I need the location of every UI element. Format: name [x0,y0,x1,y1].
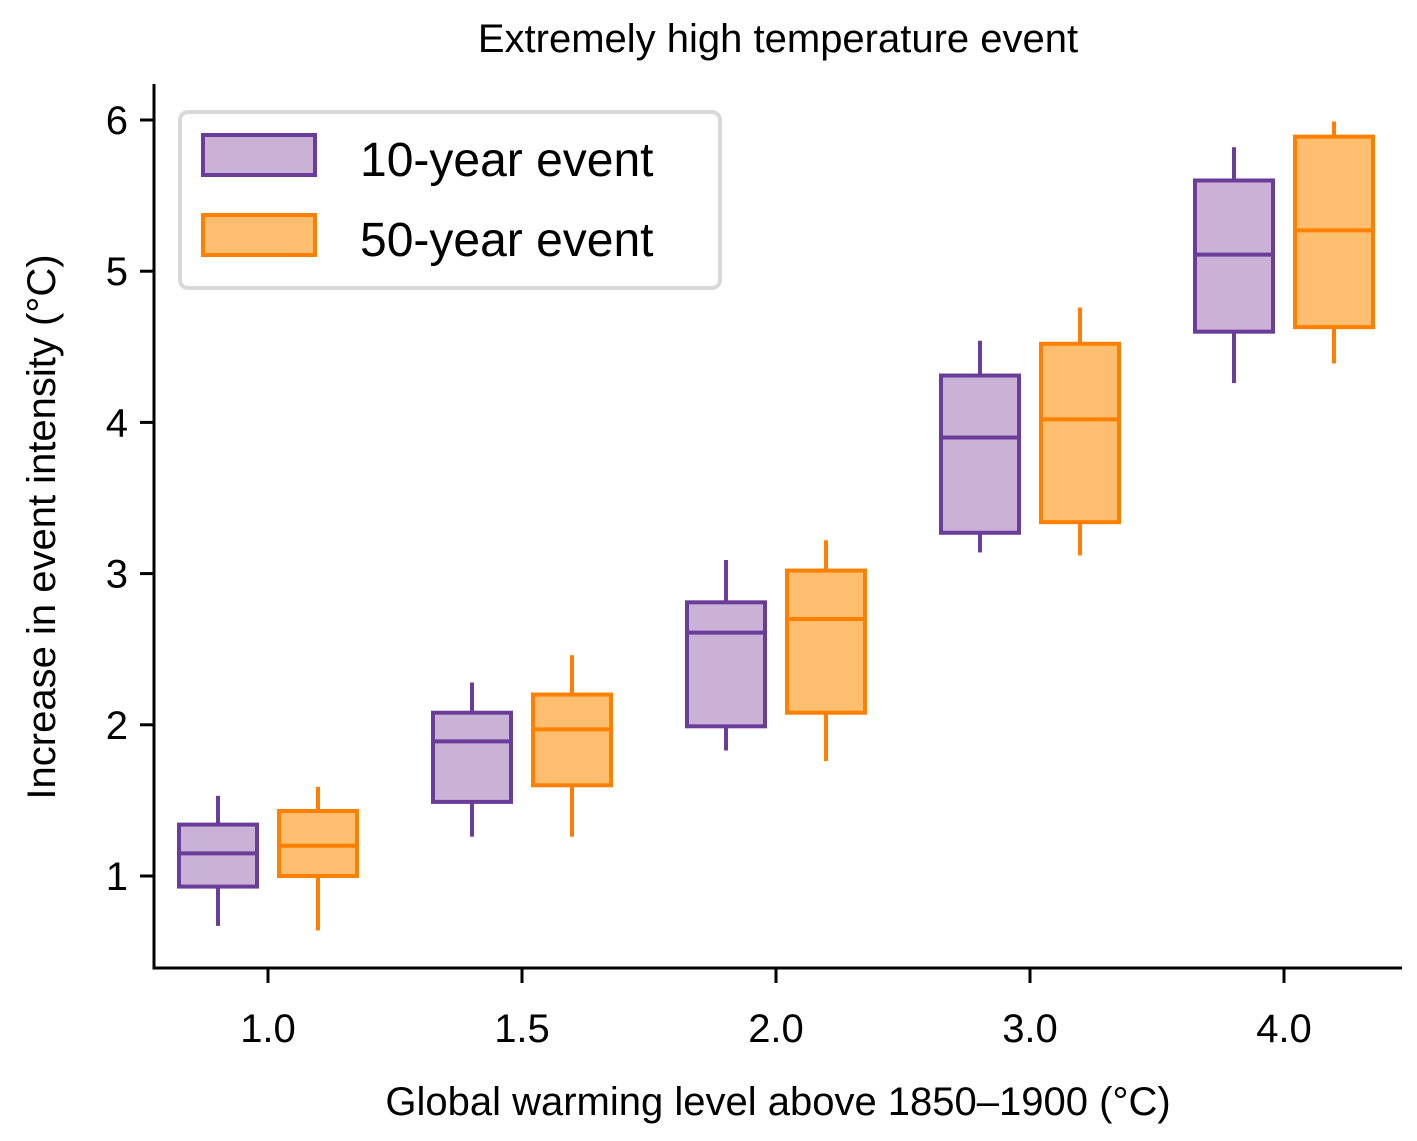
box-50-year [531,655,613,837]
y-tick-label: 3 [106,553,128,597]
legend-swatch-50-year [201,213,317,257]
chart-title: Extremely high temperature event [478,17,1078,61]
legend: 10-year event 50-year event [178,110,722,290]
box-10-year [177,795,259,926]
box-50-year [785,540,867,762]
box-iqr [531,692,613,788]
box-iqr [177,822,259,889]
box-iqr [431,710,513,804]
x-tick-label: 2.0 [748,1007,804,1051]
y-tick-label: 6 [106,99,128,143]
y-tick-label: 1 [106,855,128,899]
box-10-year [939,340,1021,553]
boxes-layer [177,121,1375,931]
box-iqr [277,808,359,879]
box-iqr [939,373,1021,535]
y-tick-label: 5 [106,250,128,294]
box-10-year [685,559,767,751]
legend-label-50-year: 50-year event [360,214,654,267]
box-50-year [1039,307,1121,556]
box-iqr [685,600,767,729]
y-tick-label: 4 [106,401,128,445]
box-50-year [1293,121,1375,364]
box-10-year [1193,147,1275,384]
x-tick-label: 1.0 [240,1007,296,1051]
y-tick-label: 2 [106,704,128,748]
x-tick-label: 4.0 [1256,1007,1312,1051]
x-axis-label: Global warming level above 1850–1900 (°C… [385,1080,1170,1124]
x-tick-label: 3.0 [1002,1007,1058,1051]
y-axis-label: Increase in event intensity (°C) [20,254,64,799]
ticks-layer: 1 2 3 4 5 6 1.0 1.5 2.0 3.0 4.0 [106,99,1312,1051]
x-tick-label: 1.5 [494,1007,550,1051]
box-50-year [277,786,359,931]
box-10-year [431,682,513,837]
box-iqr [1039,341,1121,525]
legend-label-10-year: 10-year event [360,134,654,187]
box-iqr [785,568,867,715]
legend-swatch-10-year [201,133,317,177]
